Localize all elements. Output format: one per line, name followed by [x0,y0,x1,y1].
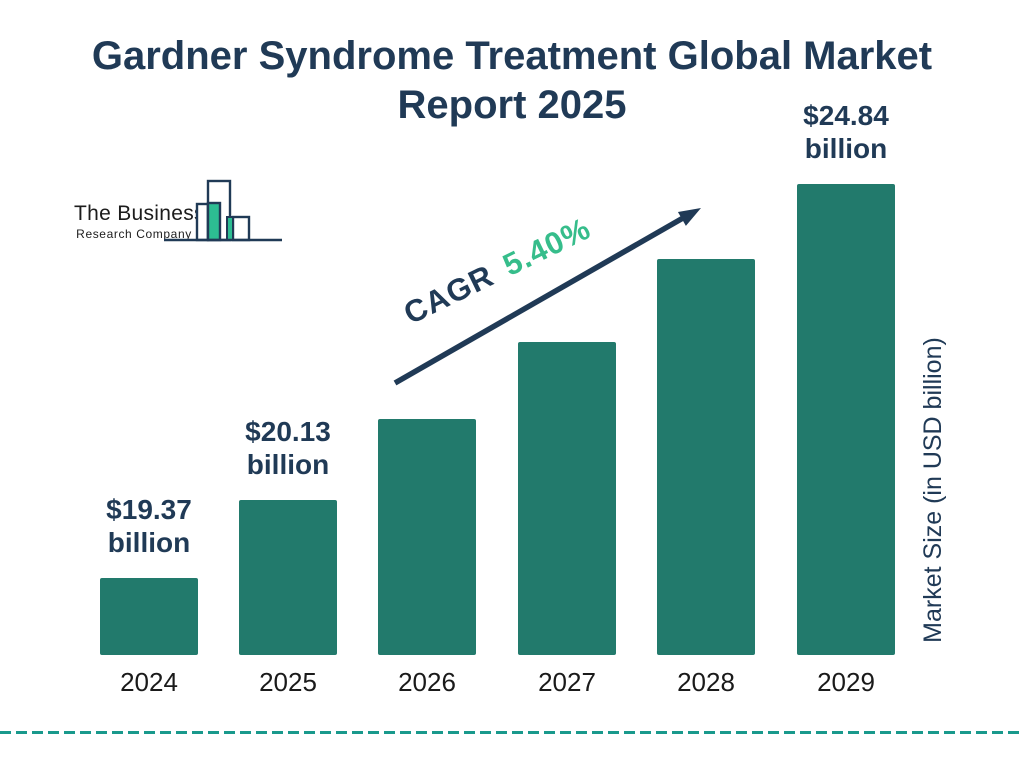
brand-logo: The Business Research Company [72,176,287,246]
y-axis-label: Market Size (in USD billion) [919,337,947,643]
value-label-2024: $19.37 billion [70,493,229,560]
bar-2024 [100,578,198,655]
bar-2028 [657,259,755,655]
brand-logo-bars-icon [164,179,282,242]
x-tick-label-2027: 2027 [538,667,596,697]
value-label-line: $24.84 [803,99,889,131]
value-label-line: $20.13 [245,415,331,447]
page-title-line-2: Report 2025 [397,82,627,127]
brand-logo-text: The Business Research Company [74,202,205,241]
value-label-line: billion [804,133,888,165]
x-tick-label-2028: 2028 [677,667,735,697]
page-title: Gardner Syndrome Treatment Global Market… [0,32,1024,130]
x-tick-label-2026: 2026 [398,667,456,697]
bar-2027 [518,342,616,655]
brand-name: The Business [74,202,205,225]
page-title-line-1: Gardner Syndrome Treatment Global Market [91,34,933,78]
x-tick-label-2025: 2025 [259,667,317,697]
bar-2026 [378,419,476,655]
value-label-2025: $20.13 billion [209,415,368,482]
x-tick-label-2024: 2024 [120,667,178,697]
bottom-dashed-line [0,731,1024,734]
growth-arrow-icon [393,208,701,386]
bar-2029 [797,184,895,655]
value-label-2029: $24.84 billion [767,99,926,166]
brand-subname: Research Company [76,227,192,241]
value-label-line: billion [246,449,330,481]
value-label-line: $19.37 [106,493,192,525]
value-label-line: billion [107,527,191,559]
x-tick-label-2029: 2029 [817,667,875,697]
bar-2025 [239,500,337,655]
